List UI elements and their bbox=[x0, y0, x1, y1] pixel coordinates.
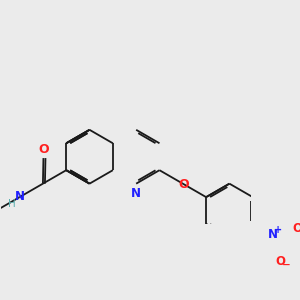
Text: N: N bbox=[268, 228, 278, 241]
Text: O: O bbox=[38, 143, 49, 156]
Text: O: O bbox=[275, 255, 285, 268]
Text: O: O bbox=[292, 222, 300, 235]
Text: −: − bbox=[282, 260, 290, 270]
Text: N: N bbox=[15, 190, 25, 202]
Text: +: + bbox=[274, 225, 283, 235]
Text: O: O bbox=[178, 178, 189, 191]
Text: N: N bbox=[131, 187, 141, 200]
Text: H: H bbox=[8, 199, 16, 209]
